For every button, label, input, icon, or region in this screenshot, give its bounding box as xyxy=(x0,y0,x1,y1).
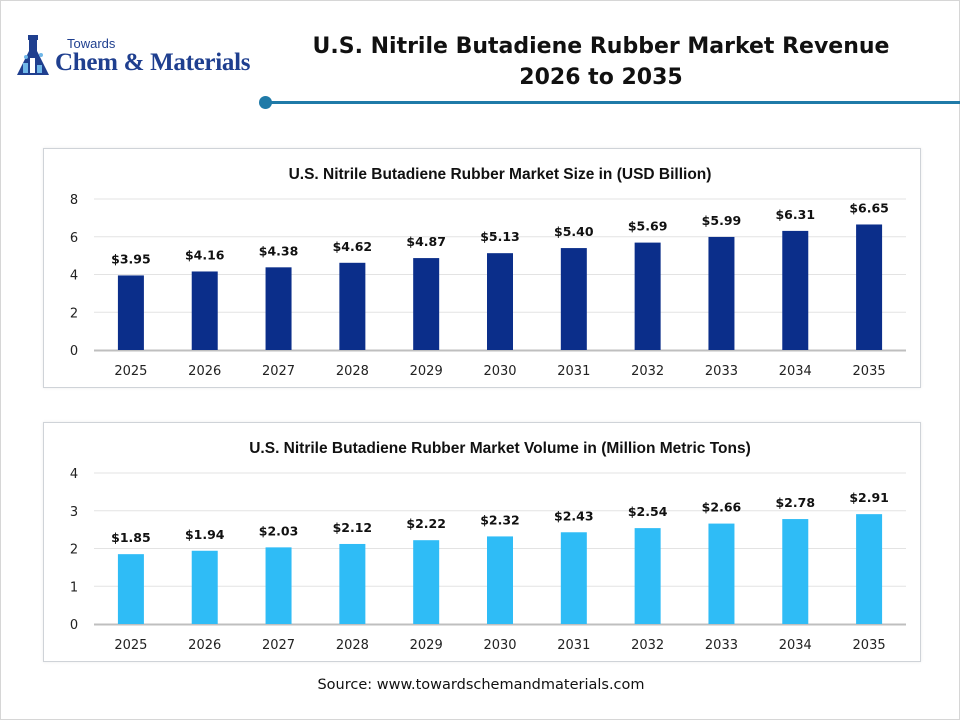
size-data-label: $6.65 xyxy=(849,200,889,215)
source-note: Source: www.towardschemandmaterials.com xyxy=(317,677,645,693)
volume-x-tick-label: 2034 xyxy=(779,638,812,653)
size-x-tick-label: 2032 xyxy=(631,364,664,379)
volume-bar xyxy=(634,528,661,624)
title-underline xyxy=(267,101,960,104)
size-y-tick-label: 8 xyxy=(70,193,78,208)
size-chart-title: U.S. Nitrile Butadiene Rubber Market Siz… xyxy=(289,166,712,183)
volume-data-label: $2.78 xyxy=(775,495,815,510)
brand-logo: Towards Chem & Materials xyxy=(15,29,265,89)
volume-bar xyxy=(191,550,218,624)
chart-panel-market-size: U.S. Nitrile Butadiene Rubber Market Siz… xyxy=(43,148,921,388)
volume-bar xyxy=(856,514,883,624)
volume-bar xyxy=(265,547,292,624)
volume-y-tick-label: 0 xyxy=(70,618,78,633)
size-bar xyxy=(487,253,513,350)
size-bar xyxy=(856,224,883,350)
size-y-tick-label: 0 xyxy=(70,344,78,359)
volume-x-tick-label: 2029 xyxy=(410,638,443,653)
volume-x-tick-label: 2031 xyxy=(557,638,590,653)
size-bar xyxy=(634,242,661,350)
size-data-label: $4.62 xyxy=(333,239,373,254)
size-y-tick-label: 4 xyxy=(70,269,78,284)
size-x-tick-label: 2034 xyxy=(779,364,812,379)
volume-y-tick-label: 2 xyxy=(70,543,78,558)
size-data-label: $4.16 xyxy=(185,247,225,262)
size-data-label: $6.31 xyxy=(775,207,815,222)
volume-x-tick-label: 2032 xyxy=(631,638,664,653)
volume-data-label: $2.54 xyxy=(628,504,668,519)
size-data-label: $4.38 xyxy=(259,243,299,258)
volume-bar xyxy=(117,554,144,624)
chart-panel-market-volume: U.S. Nitrile Butadiene Rubber Market Vol… xyxy=(43,422,921,662)
size-data-label: $5.40 xyxy=(554,224,594,239)
size-x-tick-label: 2025 xyxy=(114,364,147,379)
size-bar xyxy=(708,236,735,350)
volume-x-tick-label: 2033 xyxy=(705,638,738,653)
volume-data-label: $2.03 xyxy=(259,523,299,538)
volume-bar xyxy=(560,532,587,624)
volume-x-tick-label: 2030 xyxy=(483,638,516,653)
volume-y-tick-label: 1 xyxy=(70,580,78,595)
volume-x-tick-label: 2035 xyxy=(853,638,886,653)
size-x-tick-label: 2030 xyxy=(483,364,516,379)
size-bar xyxy=(265,267,292,350)
volume-data-label: $2.43 xyxy=(554,508,594,523)
size-bar xyxy=(339,262,366,350)
volume-data-label: $2.91 xyxy=(849,490,889,505)
volume-y-tick-label: 3 xyxy=(70,505,78,520)
size-bar xyxy=(117,275,144,350)
title-line-2: 2026 to 2035 xyxy=(519,65,683,90)
size-x-tick-label: 2033 xyxy=(705,364,738,379)
size-bar xyxy=(782,230,809,350)
size-data-label: $5.99 xyxy=(702,213,742,228)
size-x-tick-label: 2035 xyxy=(853,364,886,379)
volume-chart-title: U.S. Nitrile Butadiene Rubber Market Vol… xyxy=(249,440,751,457)
volume-data-label: $2.22 xyxy=(406,516,446,531)
size-data-label: $5.69 xyxy=(628,219,668,234)
size-x-tick-label: 2031 xyxy=(557,364,590,379)
volume-bar xyxy=(708,523,735,624)
logo-big-text: Chem & Materials xyxy=(55,49,251,76)
size-x-tick-label: 2026 xyxy=(188,364,221,379)
logo-small-text: Towards xyxy=(67,36,116,51)
size-x-tick-label: 2027 xyxy=(262,364,295,379)
market-volume-chart: U.S. Nitrile Butadiene Rubber Market Vol… xyxy=(70,440,906,653)
volume-bar xyxy=(339,543,366,624)
size-bar xyxy=(560,248,587,350)
volume-data-label: $2.32 xyxy=(480,512,520,527)
volume-data-label: $1.85 xyxy=(111,530,151,545)
size-x-tick-label: 2028 xyxy=(336,364,369,379)
flask-icon xyxy=(17,35,49,75)
volume-data-label: $1.94 xyxy=(185,527,225,542)
volume-data-label: $2.12 xyxy=(333,520,373,535)
title-underline-dot xyxy=(259,96,272,109)
page-title: U.S. Nitrile Butadiene Rubber Market Rev… xyxy=(291,31,911,93)
volume-x-tick-label: 2027 xyxy=(262,638,295,653)
volume-x-tick-label: 2026 xyxy=(188,638,221,653)
volume-bar xyxy=(413,540,440,624)
volume-bar xyxy=(487,536,513,624)
market-size-chart: U.S. Nitrile Butadiene Rubber Market Siz… xyxy=(70,166,906,379)
volume-bar xyxy=(782,519,809,624)
size-y-tick-label: 6 xyxy=(70,231,78,246)
size-bar xyxy=(413,258,440,350)
size-data-label: $3.95 xyxy=(111,251,151,266)
volume-data-label: $2.66 xyxy=(702,500,742,515)
size-x-tick-label: 2029 xyxy=(410,364,443,379)
volume-x-tick-label: 2028 xyxy=(336,638,369,653)
title-line-1: U.S. Nitrile Butadiene Rubber Market Rev… xyxy=(312,34,890,59)
size-y-tick-label: 2 xyxy=(70,306,78,321)
size-bar xyxy=(191,271,218,350)
volume-x-tick-label: 2025 xyxy=(114,638,147,653)
volume-y-tick-label: 4 xyxy=(70,467,78,482)
size-data-label: $5.13 xyxy=(480,229,520,244)
size-data-label: $4.87 xyxy=(406,234,446,249)
